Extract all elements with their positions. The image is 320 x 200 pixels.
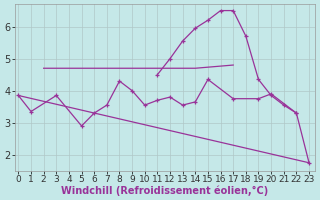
X-axis label: Windchill (Refroidissement éolien,°C): Windchill (Refroidissement éolien,°C) <box>61 185 268 196</box>
